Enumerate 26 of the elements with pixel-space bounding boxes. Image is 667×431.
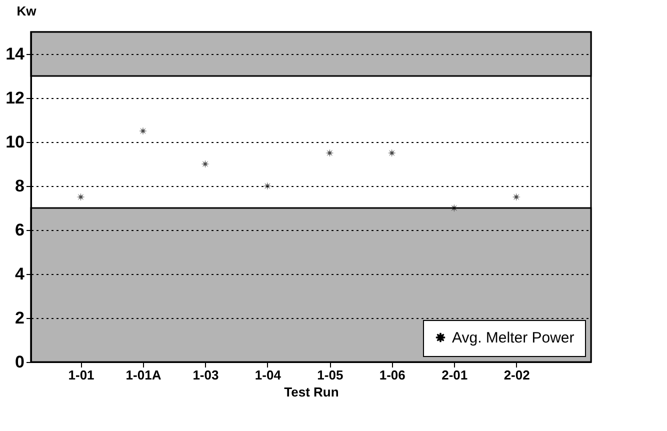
point (512, 192, 521, 202)
x-tick-label: 2-01 (442, 368, 468, 382)
point (201, 160, 210, 168)
point (263, 182, 272, 190)
x-tick-label: 1-06 (379, 368, 406, 382)
point (388, 148, 396, 158)
y-tick-label: 10 (6, 132, 24, 152)
y-tick-label: 4 (15, 264, 26, 284)
y-tick-label: 14 (6, 44, 26, 64)
x-tick-label: 1-05 (317, 368, 344, 382)
x-axis-title: Test Run (284, 384, 339, 400)
point (325, 148, 334, 158)
x-tick-label: 1-03 (192, 368, 219, 382)
y-tick-label: 6 (15, 220, 24, 240)
y-tick-label: 0 (15, 352, 24, 372)
y-axis-title: Kw (16, 4, 38, 18)
point (138, 126, 148, 136)
x-tick-label: 2-02 (504, 368, 530, 382)
x-tick-label: 1-04 (254, 368, 282, 382)
x-tick-label: 1-01 (68, 368, 94, 382)
legend-label: Avg. Melter Power (452, 330, 574, 346)
y-tick-label: 8 (15, 176, 24, 196)
y-tick-label: 12 (6, 88, 24, 108)
y-tick-label: 2 (15, 308, 24, 328)
x-tick-label: 1-01A (126, 368, 162, 382)
point (76, 192, 85, 202)
